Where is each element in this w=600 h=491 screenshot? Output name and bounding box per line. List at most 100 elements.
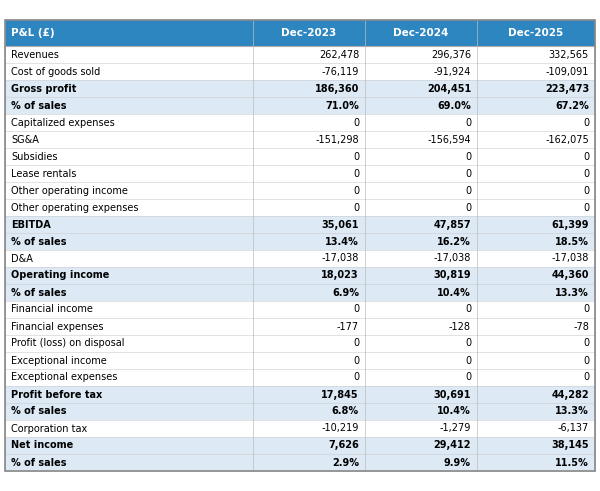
Bar	[365, 233, 477, 250]
Text: 0: 0	[583, 186, 589, 195]
Bar	[253, 284, 365, 301]
Text: Gross profit: Gross profit	[11, 83, 76, 93]
Text: Dec-2023: Dec-2023	[281, 28, 337, 38]
Text: 262,478: 262,478	[319, 50, 359, 59]
Bar	[365, 284, 477, 301]
Bar	[365, 301, 477, 318]
Text: -17,038: -17,038	[322, 253, 359, 264]
Bar	[477, 199, 595, 216]
Bar	[5, 352, 253, 369]
Bar	[5, 386, 253, 403]
Text: 0: 0	[353, 117, 359, 128]
Text: 6.9%: 6.9%	[332, 288, 359, 298]
Bar	[253, 114, 365, 131]
Bar	[365, 267, 477, 284]
Bar	[253, 46, 365, 63]
Bar	[477, 403, 595, 420]
Bar	[253, 437, 365, 454]
Bar	[253, 148, 365, 165]
Text: 0: 0	[353, 373, 359, 382]
Text: 11.5%: 11.5%	[555, 458, 589, 467]
Text: 30,819: 30,819	[433, 271, 471, 280]
Bar	[253, 63, 365, 80]
Bar	[253, 369, 365, 386]
Bar	[253, 20, 365, 46]
Bar	[477, 80, 595, 97]
Text: 18.5%: 18.5%	[555, 237, 589, 246]
Text: 0: 0	[353, 152, 359, 162]
Bar	[253, 352, 365, 369]
Bar	[477, 216, 595, 233]
Text: -177: -177	[337, 322, 359, 331]
Text: % of sales: % of sales	[11, 237, 67, 246]
Text: 0: 0	[583, 373, 589, 382]
Bar	[365, 318, 477, 335]
Bar	[477, 148, 595, 165]
Bar	[5, 233, 253, 250]
Text: -109,091: -109,091	[545, 66, 589, 77]
Text: 296,376: 296,376	[431, 50, 471, 59]
Bar	[365, 403, 477, 420]
Text: -17,038: -17,038	[551, 253, 589, 264]
Text: -151,298: -151,298	[316, 135, 359, 144]
Bar	[477, 63, 595, 80]
Bar	[365, 386, 477, 403]
Text: 29,412: 29,412	[433, 440, 471, 451]
Text: Exceptional expenses: Exceptional expenses	[11, 373, 118, 382]
Bar	[477, 284, 595, 301]
Bar	[253, 403, 365, 420]
Text: % of sales: % of sales	[11, 458, 67, 467]
Text: SG&A: SG&A	[11, 135, 39, 144]
Bar	[5, 97, 253, 114]
Bar	[477, 318, 595, 335]
Text: 13.3%: 13.3%	[555, 288, 589, 298]
Bar	[5, 301, 253, 318]
Text: 0: 0	[353, 202, 359, 213]
Text: Exceptional income: Exceptional income	[11, 355, 107, 365]
Text: Cost of goods sold: Cost of goods sold	[11, 66, 100, 77]
Text: -17,038: -17,038	[434, 253, 471, 264]
Bar	[5, 454, 253, 471]
Bar	[253, 233, 365, 250]
Text: 0: 0	[583, 152, 589, 162]
Bar	[253, 182, 365, 199]
Bar	[477, 454, 595, 471]
Text: 10.4%: 10.4%	[437, 407, 471, 416]
Bar	[477, 267, 595, 284]
Bar	[365, 148, 477, 165]
Text: 0: 0	[465, 355, 471, 365]
Text: Lease rentals: Lease rentals	[11, 168, 76, 179]
Text: 0: 0	[465, 152, 471, 162]
Text: -78: -78	[573, 322, 589, 331]
Bar	[365, 46, 477, 63]
Bar	[365, 369, 477, 386]
Text: Subsidies: Subsidies	[11, 152, 58, 162]
Text: Dec-2025: Dec-2025	[508, 28, 563, 38]
Bar	[5, 284, 253, 301]
Text: -162,075: -162,075	[545, 135, 589, 144]
Bar	[477, 301, 595, 318]
Bar	[5, 335, 253, 352]
Text: EBITDA: EBITDA	[11, 219, 51, 229]
Text: Capitalized expenses: Capitalized expenses	[11, 117, 115, 128]
Text: % of sales: % of sales	[11, 101, 67, 110]
Bar	[5, 165, 253, 182]
Text: Financial expenses: Financial expenses	[11, 322, 104, 331]
Text: 0: 0	[583, 202, 589, 213]
Bar	[253, 301, 365, 318]
Text: P&L (£): P&L (£)	[11, 28, 55, 38]
Text: -91,924: -91,924	[434, 66, 471, 77]
Bar	[477, 420, 595, 437]
Text: -1,279: -1,279	[440, 424, 471, 434]
Text: 17,845: 17,845	[322, 389, 359, 400]
Text: Other operating income: Other operating income	[11, 186, 128, 195]
Text: 18,023: 18,023	[322, 271, 359, 280]
Bar	[365, 114, 477, 131]
Text: 9.9%: 9.9%	[444, 458, 471, 467]
Text: 223,473: 223,473	[545, 83, 589, 93]
Text: -128: -128	[449, 322, 471, 331]
Text: 35,061: 35,061	[322, 219, 359, 229]
Bar	[253, 80, 365, 97]
Text: 2.9%: 2.9%	[332, 458, 359, 467]
Bar	[365, 182, 477, 199]
